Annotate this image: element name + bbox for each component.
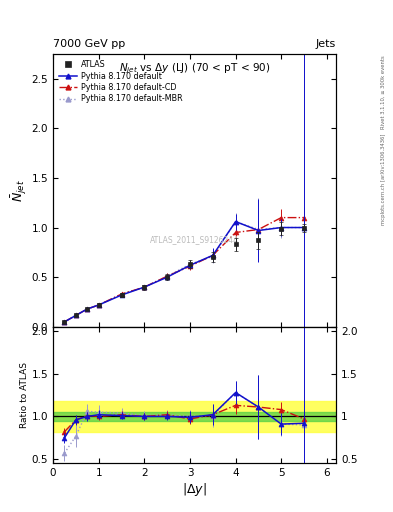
Text: Rivet 3.1.10, ≥ 300k events: Rivet 3.1.10, ≥ 300k events [381,55,386,129]
Text: ATLAS_2011_S9126244: ATLAS_2011_S9126244 [150,235,239,244]
Text: mcplots.cern.ch [arXiv:1306.3436]: mcplots.cern.ch [arXiv:1306.3436] [381,134,386,225]
Bar [53,412,336,421]
X-axis label: $|\Delta y|$: $|\Delta y|$ [182,481,207,498]
Legend: ATLAS, Pythia 8.170 default, Pythia 8.170 default-CD, Pythia 8.170 default-MBR: ATLAS, Pythia 8.170 default, Pythia 8.17… [57,58,185,106]
Y-axis label: Ratio to ATLAS: Ratio to ATLAS [20,362,29,428]
Y-axis label: $\bar{N}_{jet}$: $\bar{N}_{jet}$ [9,179,29,202]
Text: $N_{jet}$ vs $\Delta y$ (LJ) (70 < pT < 90): $N_{jet}$ vs $\Delta y$ (LJ) (70 < pT < … [119,62,270,76]
Bar [53,401,336,432]
Text: Jets: Jets [316,38,336,49]
Text: 7000 GeV pp: 7000 GeV pp [53,38,125,49]
